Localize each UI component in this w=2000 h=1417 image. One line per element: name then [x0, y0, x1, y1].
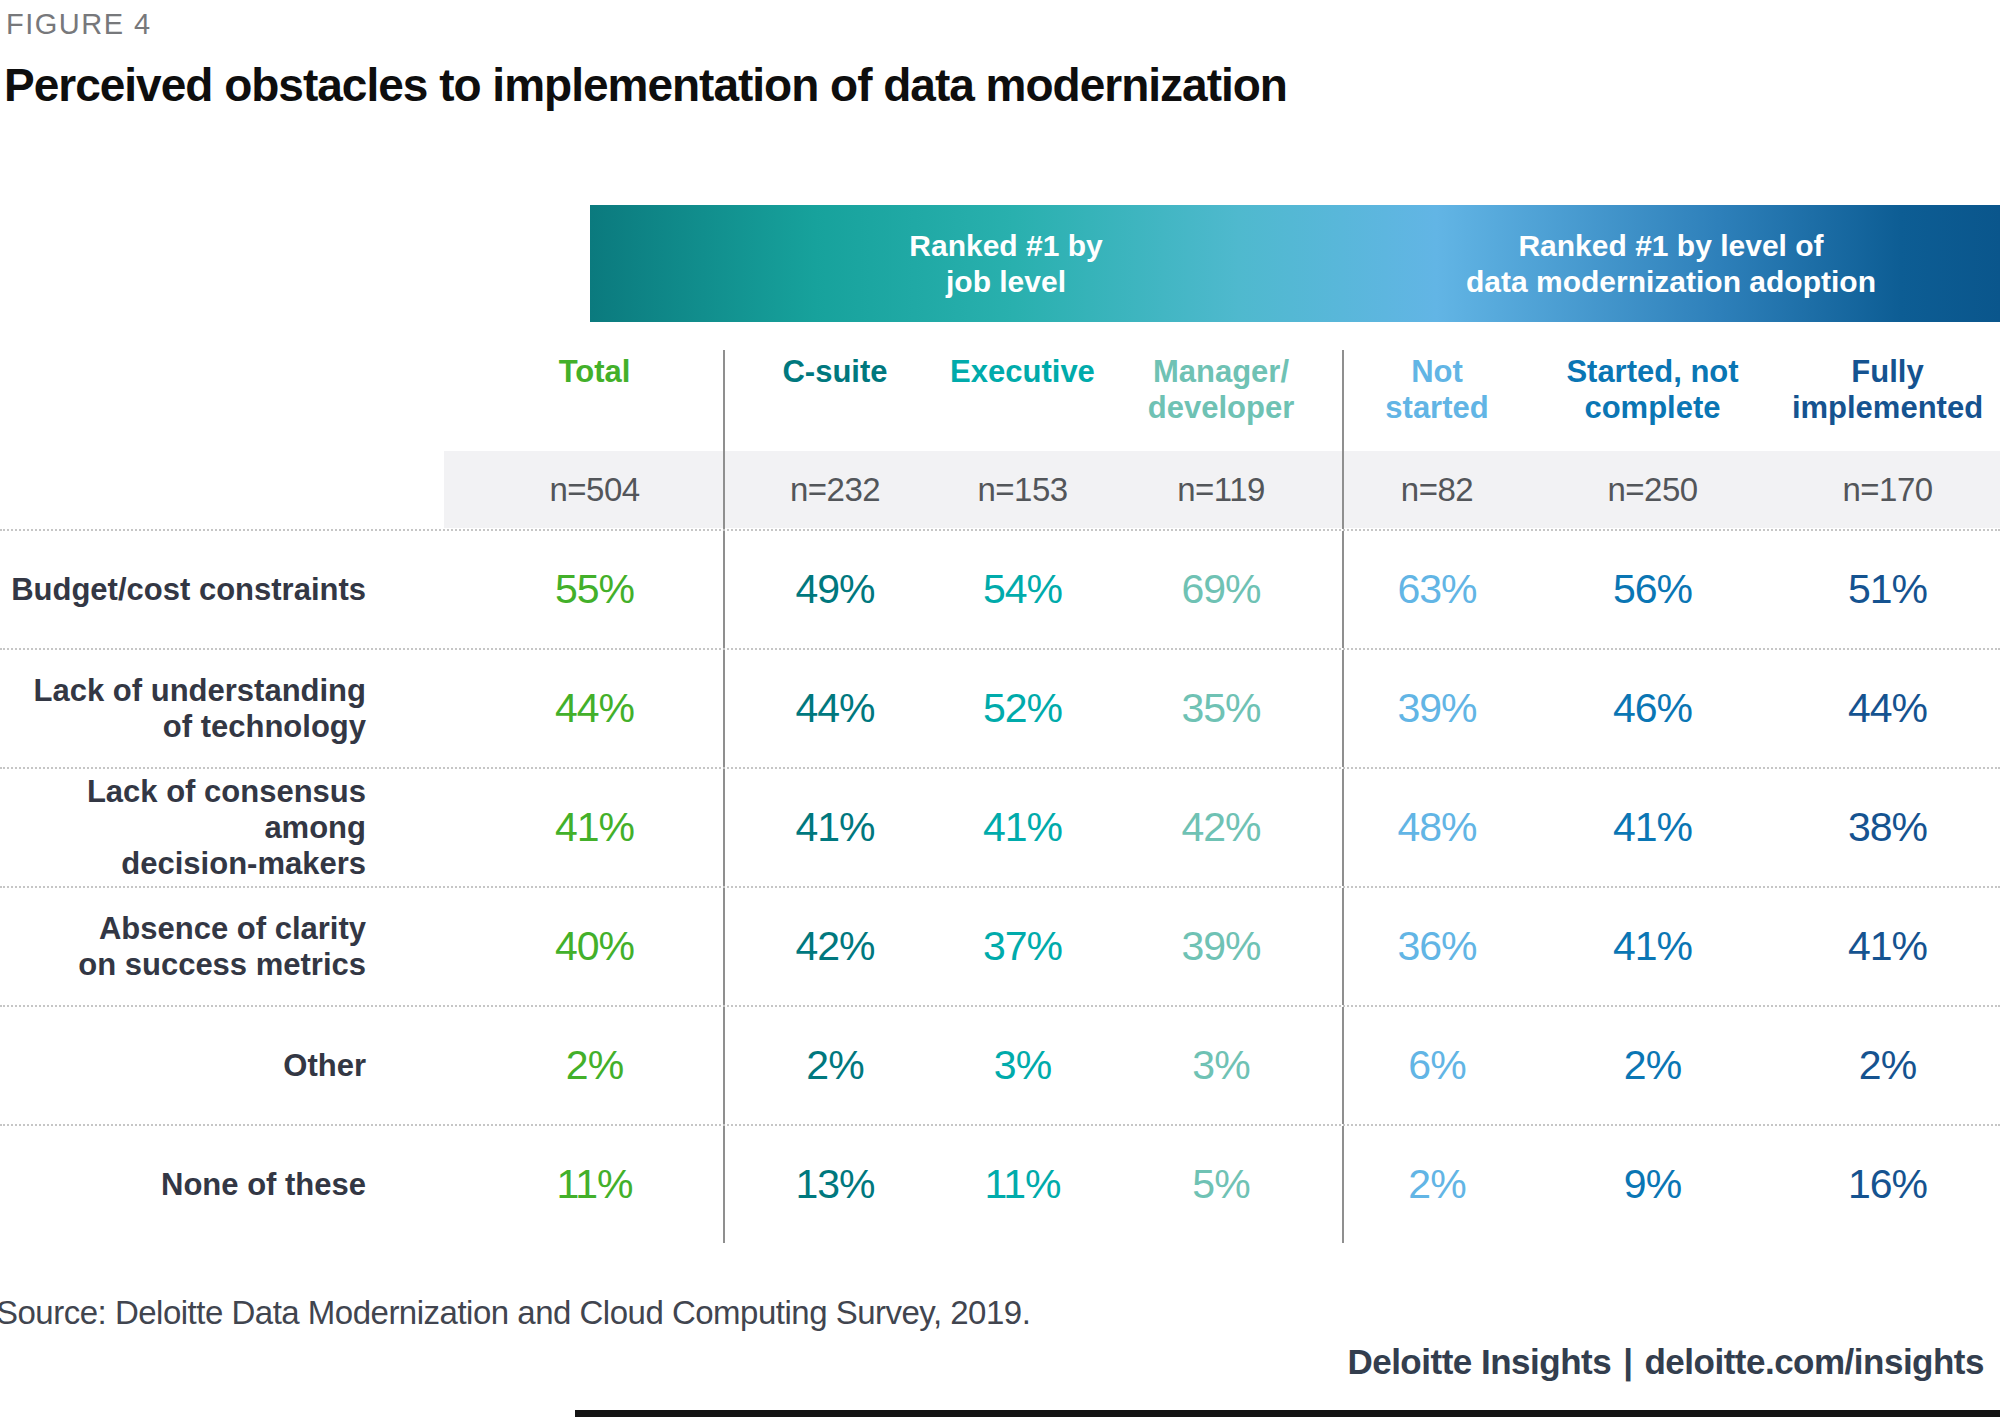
figure-label: FIGURE 4 [6, 8, 152, 41]
row-label: Lack of understanding of technology [0, 650, 466, 767]
value-not-started: 2% [1342, 1126, 1530, 1243]
column-header-manager-developer: Manager/ developer [1100, 350, 1342, 451]
bottom-rule [575, 1410, 2000, 1417]
sample-size-manager-developer: n=119 [1100, 451, 1342, 529]
value-executive: 11% [945, 1126, 1100, 1243]
footer-link: deloitte.com/insights [1644, 1342, 1984, 1381]
value-csuite: 49% [723, 531, 945, 648]
value-manager-developer: 5% [1100, 1126, 1342, 1243]
footer-attribution: Deloitte Insights | deloitte.com/insights [1341, 1342, 1990, 1382]
value-fully-implemented: 38% [1775, 769, 2000, 886]
column-header-csuite: C-suite [723, 350, 945, 451]
value-started-not-complete: 46% [1530, 650, 1775, 767]
table-row-lack-of-understanding: Lack of understanding of technology 44% … [0, 650, 2000, 769]
value-not-started: 36% [1342, 888, 1530, 1005]
value-total: 2% [466, 1007, 723, 1124]
value-executive: 54% [945, 531, 1100, 648]
column-header-not-started: Not started [1342, 350, 1530, 451]
value-fully-implemented: 51% [1775, 531, 2000, 648]
value-executive: 37% [945, 888, 1100, 1005]
row-label: Other [0, 1007, 466, 1124]
column-header-fully-implemented: Fully implemented [1775, 350, 2000, 451]
footer-brand: Deloitte Insights [1347, 1342, 1611, 1381]
value-manager-developer: 39% [1100, 888, 1342, 1005]
value-manager-developer: 3% [1100, 1007, 1342, 1124]
value-executive: 52% [945, 650, 1100, 767]
row-label: None of these [0, 1126, 466, 1243]
value-manager-developer: 69% [1100, 531, 1342, 648]
figure-page: FIGURE 4 Perceived obstacles to implemen… [0, 0, 2000, 1417]
footer-divider: | [1623, 1342, 1632, 1381]
table-row-budget-cost-constraints: Budget/cost constraints 55% 49% 54% 69% … [0, 531, 2000, 650]
table-row-absence-of-clarity: Absence of clarity on success metrics 40… [0, 888, 2000, 1007]
sample-size-started-not-complete: n=250 [1530, 451, 1775, 529]
value-csuite: 44% [723, 650, 945, 767]
value-csuite: 41% [723, 769, 945, 886]
row-label: Absence of clarity on success metrics [0, 888, 466, 1005]
row-label: Lack of consensus among decision-makers [0, 769, 466, 886]
value-fully-implemented: 16% [1775, 1126, 2000, 1243]
value-total: 44% [466, 650, 723, 767]
column-group-band: Ranked #1 by job level Ranked #1 by leve… [590, 205, 2000, 322]
sample-size-spacer [0, 451, 466, 529]
header-spacer [0, 350, 466, 451]
value-total: 55% [466, 531, 723, 648]
value-started-not-complete: 41% [1530, 769, 1775, 886]
value-total: 41% [466, 769, 723, 886]
row-label: Budget/cost constraints [0, 531, 466, 648]
value-fully-implemented: 44% [1775, 650, 2000, 767]
sample-size-csuite: n=232 [723, 451, 945, 529]
value-total: 11% [466, 1126, 723, 1243]
value-not-started: 63% [1342, 531, 1530, 648]
sample-size-row: n=504 n=232 n=153 n=119 n=82 n=250 n=170 [0, 451, 2000, 531]
value-csuite: 2% [723, 1007, 945, 1124]
group-header-adoption-level: Ranked #1 by level of data modernization… [1342, 205, 2000, 322]
value-executive: 41% [945, 769, 1100, 886]
source-note: Source: Deloitte Data Modernization and … [0, 1294, 1030, 1332]
sample-size-total: n=504 [466, 451, 723, 529]
column-header-started-not-complete: Started, not complete [1530, 350, 1775, 451]
column-header-executive: Executive [945, 350, 1100, 451]
sample-size-executive: n=153 [945, 451, 1100, 529]
sample-size-not-started: n=82 [1342, 451, 1530, 529]
page-title: Perceived obstacles to implementation of… [4, 58, 1287, 112]
table-header-row: Total C-suite Executive Manager/ develop… [0, 350, 2000, 451]
value-fully-implemented: 2% [1775, 1007, 2000, 1124]
value-not-started: 48% [1342, 769, 1530, 886]
value-executive: 3% [945, 1007, 1100, 1124]
value-started-not-complete: 9% [1530, 1126, 1775, 1243]
table-row-lack-of-consensus: Lack of consensus among decision-makers … [0, 769, 2000, 888]
value-total: 40% [466, 888, 723, 1005]
data-table: Total C-suite Executive Manager/ develop… [0, 350, 2000, 1243]
sample-size-fully-implemented: n=170 [1775, 451, 2000, 529]
table-row-none-of-these: None of these 11% 13% 11% 5% 2% 9% 16% [0, 1126, 2000, 1243]
table-row-other: Other 2% 2% 3% 3% 6% 2% 2% [0, 1007, 2000, 1126]
column-header-total: Total [466, 350, 723, 451]
group-header-job-level: Ranked #1 by job level [590, 205, 1342, 322]
value-csuite: 13% [723, 1126, 945, 1243]
value-started-not-complete: 2% [1530, 1007, 1775, 1124]
value-started-not-complete: 56% [1530, 531, 1775, 648]
value-csuite: 42% [723, 888, 945, 1005]
value-manager-developer: 35% [1100, 650, 1342, 767]
value-not-started: 6% [1342, 1007, 1530, 1124]
value-started-not-complete: 41% [1530, 888, 1775, 1005]
value-fully-implemented: 41% [1775, 888, 2000, 1005]
value-not-started: 39% [1342, 650, 1530, 767]
value-manager-developer: 42% [1100, 769, 1342, 886]
